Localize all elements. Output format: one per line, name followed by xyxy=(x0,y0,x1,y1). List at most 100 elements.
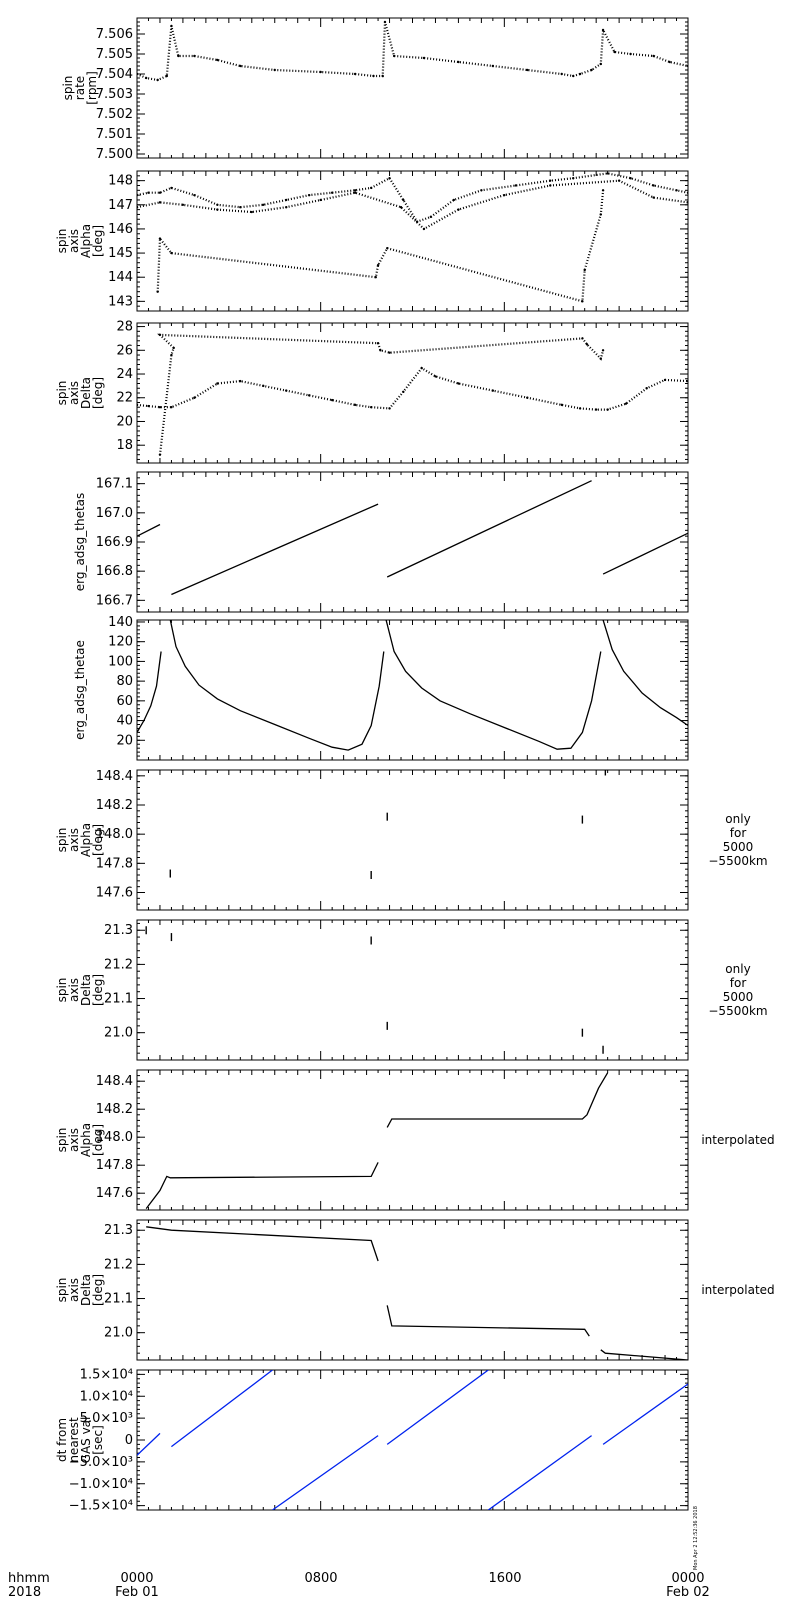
data-point xyxy=(285,389,288,392)
y-axis-label-line: spin xyxy=(55,229,69,254)
series-dots xyxy=(157,333,605,455)
data-point xyxy=(392,54,396,58)
y-tick-label: −1.5×10⁴ xyxy=(69,1499,133,1514)
data-point xyxy=(137,193,139,197)
panel-frame xyxy=(136,769,689,911)
y-tick-label: 120 xyxy=(108,635,133,650)
y-tick-label: 147.8 xyxy=(96,856,133,871)
y-axis-label-line: Alpha xyxy=(79,1123,93,1157)
y-tick-label: 40 xyxy=(116,714,133,729)
data-point xyxy=(399,206,403,209)
series-line xyxy=(171,503,379,596)
y-tick-label: 20 xyxy=(116,733,133,748)
y-axis-label-line: axis xyxy=(67,381,81,405)
y-axis-label-line: [deg] xyxy=(91,824,105,856)
y-tick-label: 20 xyxy=(116,414,133,429)
data-point xyxy=(581,300,584,303)
panel-frame xyxy=(136,1219,689,1361)
y-axis-label-line: erg_adsg_thetas xyxy=(73,493,87,592)
data-point xyxy=(560,72,563,76)
y-axis-label-line: [deg] xyxy=(91,1274,105,1306)
data-point xyxy=(599,213,602,216)
y-tick-label: 147.6 xyxy=(96,886,133,901)
x-tick-label-0: 0000 xyxy=(120,1571,153,1586)
data-point xyxy=(388,407,391,410)
y-tick-label: 7.501 xyxy=(96,127,133,142)
data-point xyxy=(170,24,173,28)
data-point xyxy=(177,54,180,58)
data-point xyxy=(156,78,159,82)
series-line xyxy=(602,620,688,727)
series-line xyxy=(145,1162,379,1209)
data-point xyxy=(262,203,265,206)
data-point xyxy=(376,341,380,345)
panel-frame xyxy=(136,170,689,312)
y-axis-label-line: spin xyxy=(55,978,69,1003)
y-tick-label: 148.2 xyxy=(96,798,133,813)
panel-3: 166.7 166.8 166.9 167.0 167.1 erg_adsg_thetas xyxy=(73,471,689,613)
data-point xyxy=(239,64,242,68)
data-point xyxy=(606,172,609,175)
y-tick-label: 7.500 xyxy=(96,147,133,162)
panel-data xyxy=(137,172,688,303)
y-axis-label-line: spin xyxy=(55,828,69,853)
y-tick-label: 7.506 xyxy=(96,27,133,42)
y-tick-label: 7.505 xyxy=(96,47,133,62)
y-tick-label: 80 xyxy=(116,674,133,689)
y-axis-label-line: Delta xyxy=(79,974,93,1006)
data-point xyxy=(645,387,648,390)
y-axis-label-line: Alpha xyxy=(79,823,93,857)
data-point xyxy=(158,201,162,204)
data-point xyxy=(668,60,671,64)
y-axis-label-line: axis xyxy=(67,828,81,852)
data-point xyxy=(583,268,586,272)
data-point xyxy=(239,379,242,383)
panel-4: 20 40 60 80 100 120 140 erg_adsg_thetae xyxy=(73,615,689,761)
y-tick-label: 148.4 xyxy=(96,769,133,784)
data-point xyxy=(319,198,322,202)
x-tick-label-1: 0800 xyxy=(304,1571,337,1586)
data-point xyxy=(239,206,242,209)
right-note-line: for xyxy=(730,826,747,840)
data-point xyxy=(599,62,602,66)
y-tick-label: 5.0×10³ xyxy=(80,1411,133,1426)
data-point xyxy=(144,76,148,80)
data-point xyxy=(216,203,219,206)
panel-data xyxy=(146,1226,688,1360)
data-point xyxy=(457,382,460,385)
data-point xyxy=(330,191,334,194)
series-line xyxy=(137,1432,161,1456)
y-axis-label-line: nearest xyxy=(67,1417,81,1463)
data-point xyxy=(601,189,605,192)
data-point xyxy=(158,406,162,409)
panel-frame xyxy=(136,471,689,613)
data-point xyxy=(388,177,391,180)
panel-frame xyxy=(136,17,689,159)
panel-7: 147.6 147.8 148.0 148.2 148.4 spinaxisAlpha[d… xyxy=(55,1069,775,1211)
series-line xyxy=(146,1226,379,1262)
x-tick-label-3: 0000 xyxy=(671,1571,704,1586)
data-point xyxy=(172,346,175,350)
data-point xyxy=(369,406,373,409)
series-line xyxy=(385,620,602,750)
data-point xyxy=(170,251,173,255)
data-point xyxy=(216,58,219,62)
y-tick-label: 21.2 xyxy=(104,1257,133,1272)
y-tick-label: 148.0 xyxy=(96,827,133,842)
y-tick-label: 7.502 xyxy=(96,107,133,122)
right-note-line: for xyxy=(730,976,747,990)
y-axis-label-line: axis xyxy=(67,229,81,253)
panel-data xyxy=(145,926,604,1054)
data-point xyxy=(156,290,159,293)
y-axis-label-line: spin xyxy=(61,76,75,101)
panel-9: −1.5×10⁴ −1.0×10⁴ −5.0×10³ 0 5.0×10³ 1.0×10⁴ 1… xyxy=(55,1367,689,1514)
data-point xyxy=(663,378,667,382)
y-axis-label-line: Delta xyxy=(79,377,93,409)
data-point xyxy=(216,208,219,211)
data-point xyxy=(606,408,609,411)
data-point xyxy=(601,28,605,32)
y-tick-label: 147.6 xyxy=(96,1186,133,1201)
data-point xyxy=(158,237,162,240)
